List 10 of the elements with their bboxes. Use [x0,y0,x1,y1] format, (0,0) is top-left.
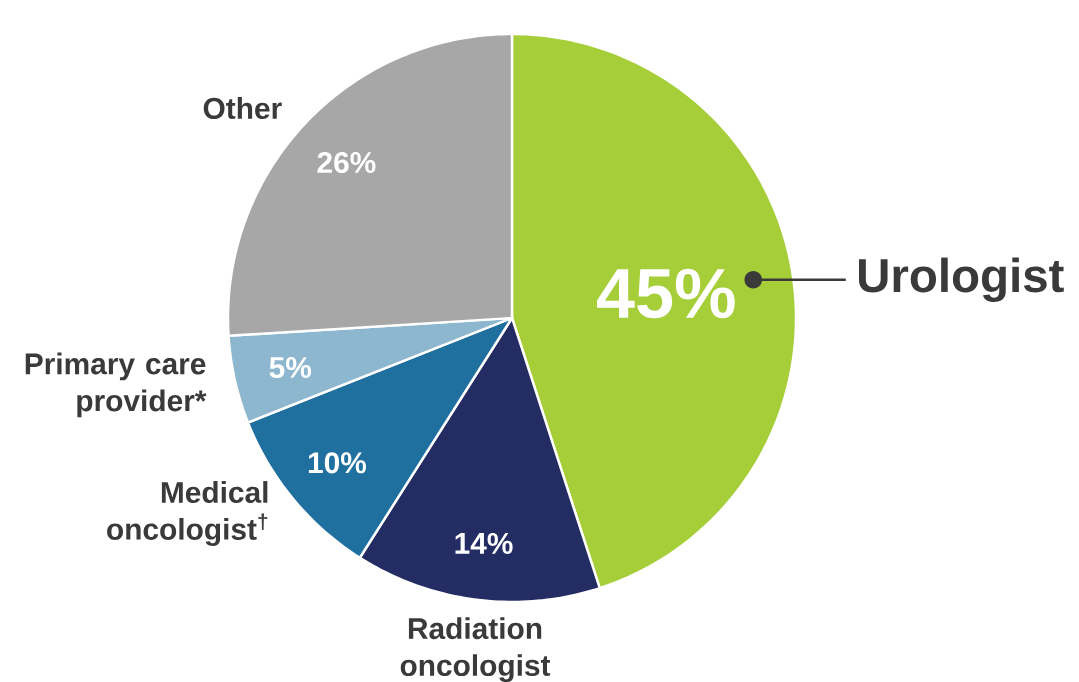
data-label: 5% [269,357,312,379]
slice-label: Primary care provider* [25,352,207,418]
data-label: 26% [317,151,376,174]
slice-label: Medical oncologist$^{†}$ [107,481,268,546]
data-label: 10% [308,452,367,474]
data-label: 14% [455,532,513,554]
slice-label: Radiation oncologist [400,617,551,682]
slice-label: Urologist [859,257,1064,302]
data-label: 45% [597,268,735,319]
slice-label: Other [203,97,282,120]
